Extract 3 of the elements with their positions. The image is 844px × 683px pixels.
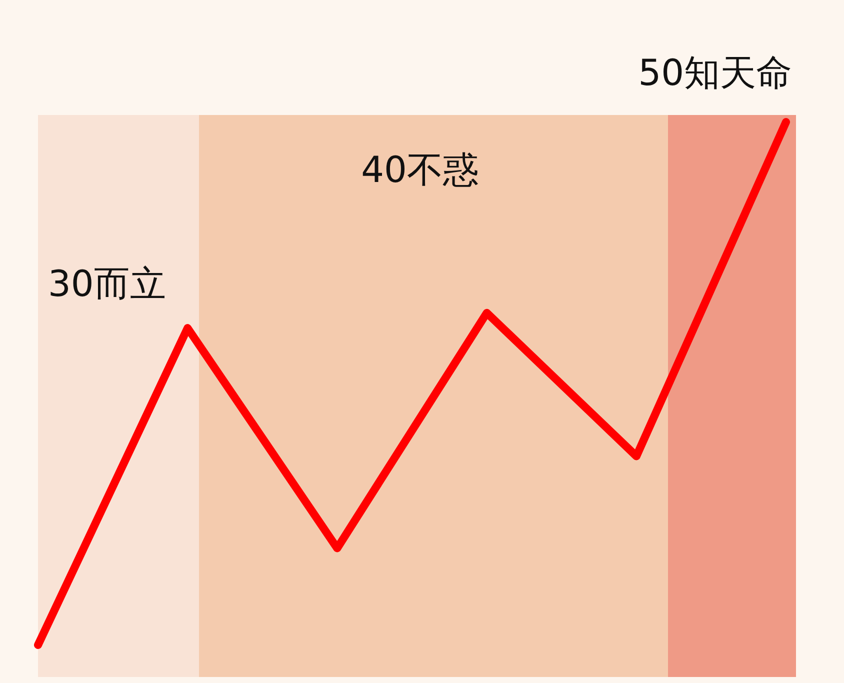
text: 50知天命 xyxy=(638,53,792,94)
annotation: 30而立 xyxy=(48,264,166,305)
annotation: 40不惑 xyxy=(361,150,479,191)
